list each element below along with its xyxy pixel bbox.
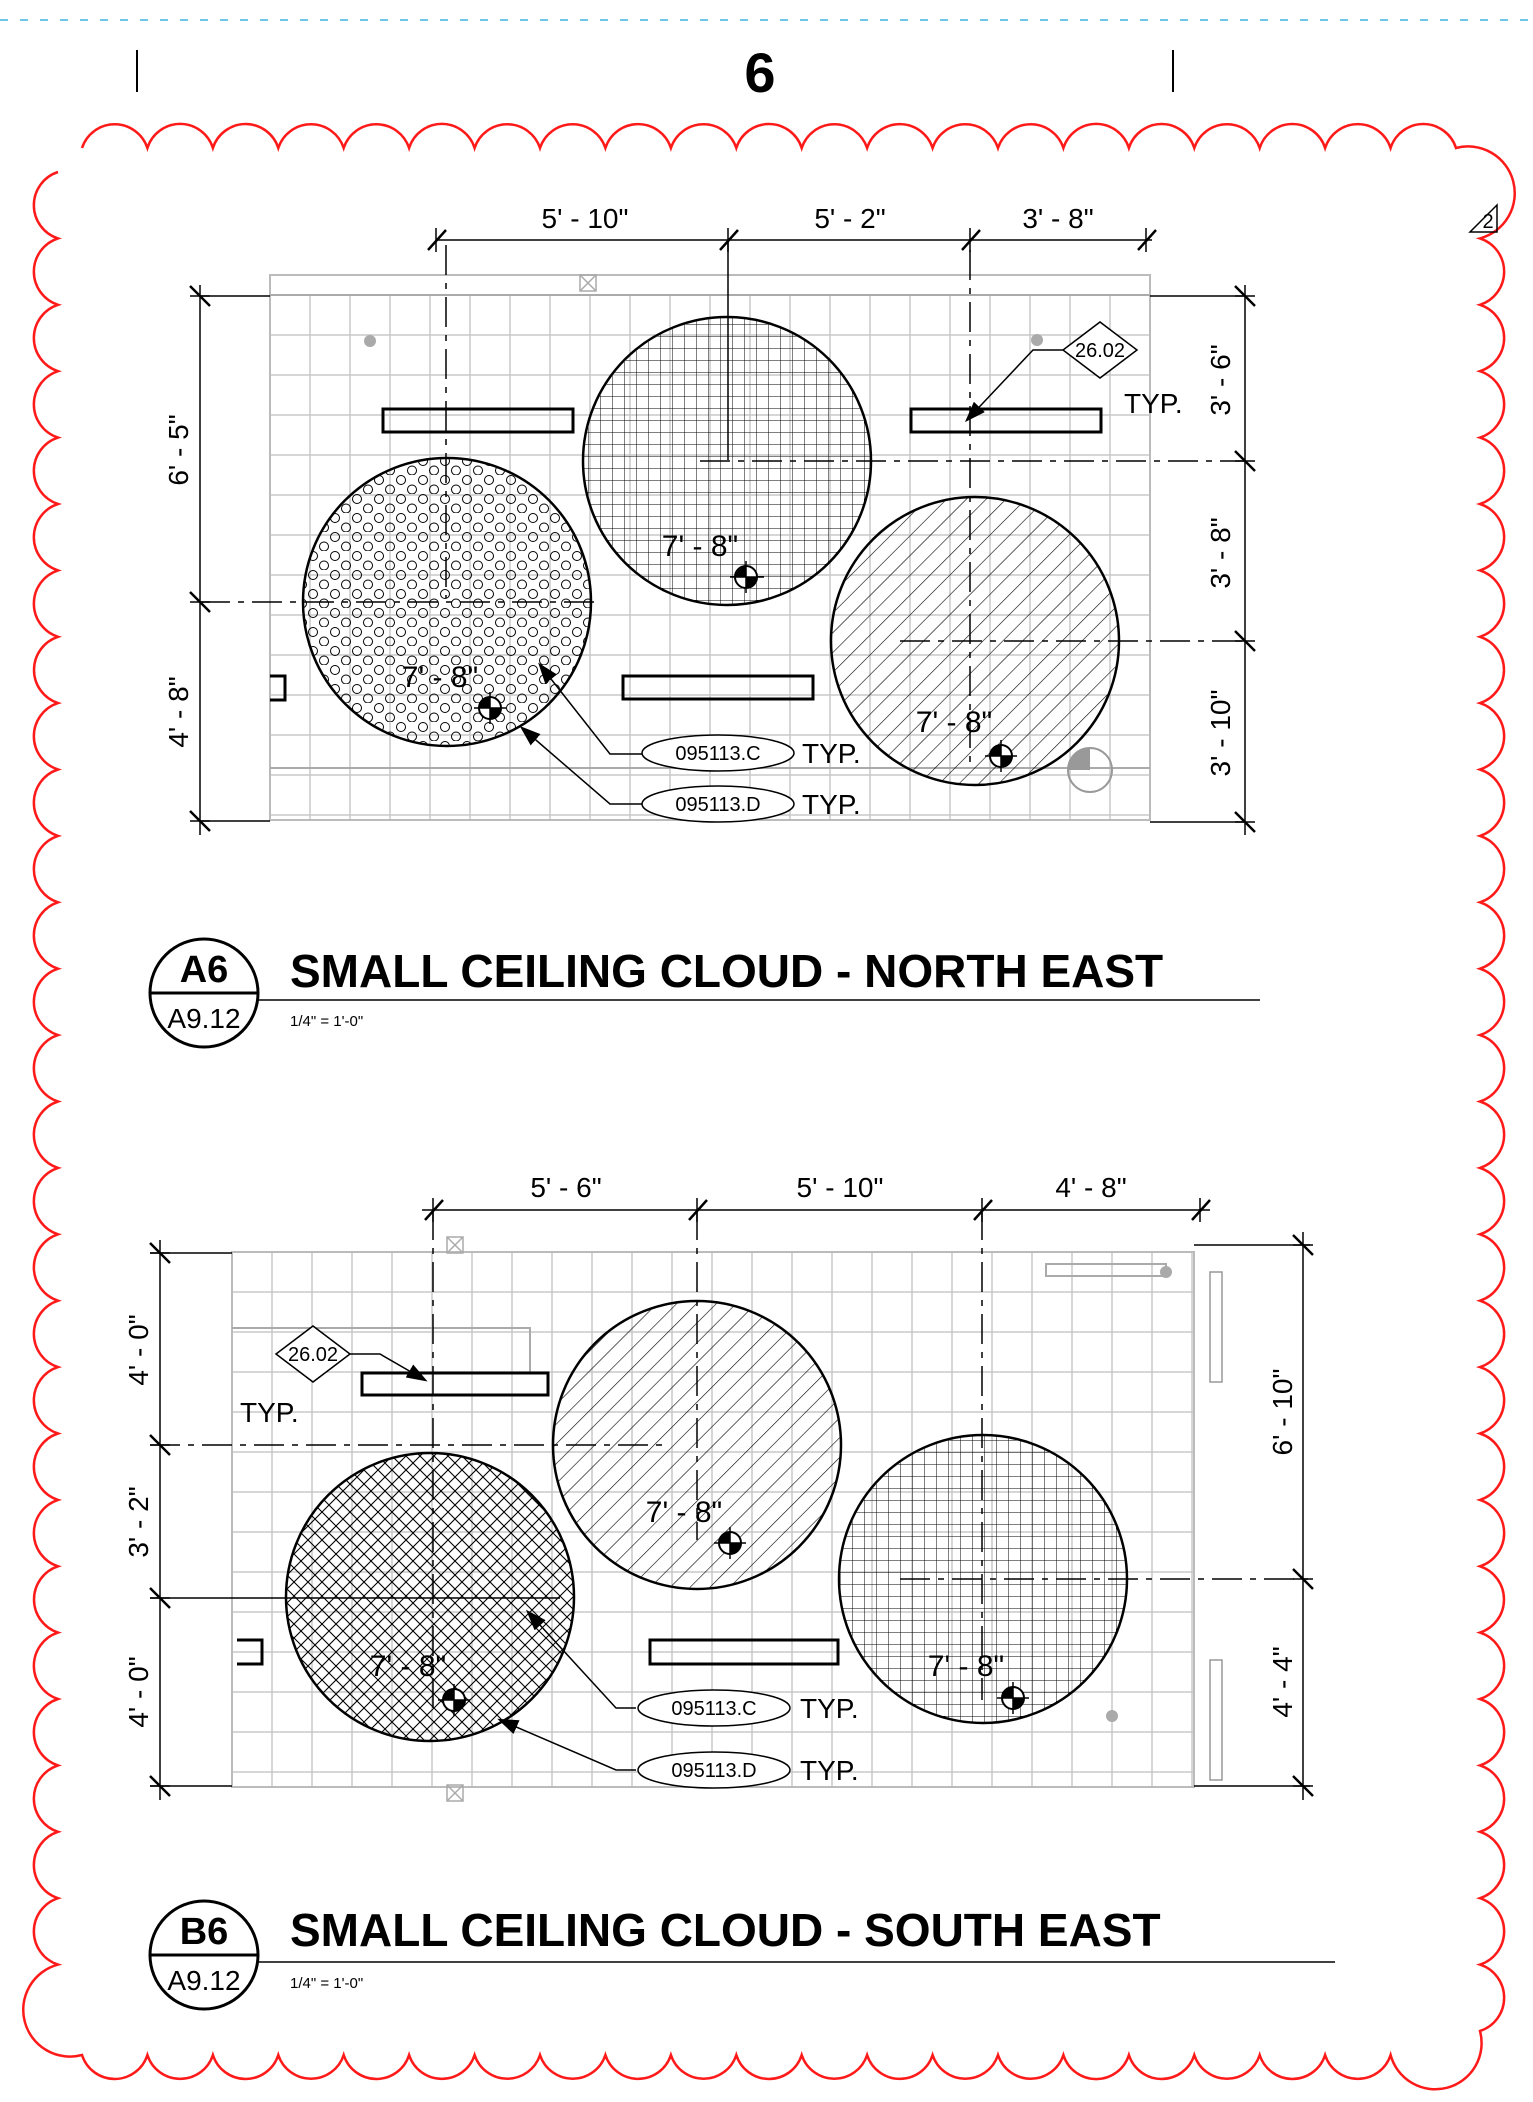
svg-text:2: 2: [1482, 211, 1493, 233]
dimension-label: 6' - 5": [163, 414, 194, 485]
typ-label: TYP.: [802, 789, 861, 820]
dimension-label: 5' - 2": [814, 203, 885, 234]
typ-label: TYP.: [802, 738, 861, 769]
light-fixture: [648, 1638, 840, 1666]
diffuser-icon: [579, 274, 597, 292]
speaker-icon: [1067, 747, 1113, 793]
svg-text:A9.12: A9.12: [167, 1003, 240, 1034]
sprinkler-icon: [1160, 1266, 1172, 1278]
keynote-diamond-icon: [274, 1325, 428, 1383]
typ-label: TYP.: [1124, 388, 1183, 419]
dimension-label: 4' - 8": [163, 676, 194, 747]
sprinkler-icon: [1031, 334, 1043, 346]
light-fixture: [621, 674, 815, 701]
dimension-label: 3' - 6": [1205, 344, 1236, 415]
elevation-label: 7' - 8": [402, 661, 478, 694]
elevation-label: 7' - 8": [662, 530, 738, 563]
material-tag: 095113.D: [671, 1760, 756, 1782]
detail-title: SMALL CEILING CLOUD - SOUTH EAST: [290, 1904, 1161, 1956]
dimension-label: 3' - 2": [123, 1486, 154, 1557]
material-tag: 095113.D: [675, 794, 760, 816]
dimension-label: 4' - 4": [1267, 1646, 1298, 1717]
revision-cloud: [21, 122, 1517, 2091]
dimension-label: 4' - 0": [123, 1656, 154, 1727]
dimension-label: 3' - 8": [1205, 517, 1236, 588]
dimension-label: 4' - 8": [1055, 1172, 1126, 1203]
dimension-right-a6: [1234, 285, 1256, 835]
elevation-marker-icon: [438, 1684, 470, 1716]
dimension-label: 3' - 10": [1205, 690, 1236, 777]
elevation-marker-icon: [985, 740, 1017, 772]
typ-label: TYP.: [800, 1755, 859, 1786]
detail-scale: 1/4" = 1'-0": [290, 1975, 363, 1992]
detail-title: SMALL CEILING CLOUD - NORTH EAST: [290, 945, 1163, 997]
dimension-left-a6: [189, 285, 211, 835]
keynote-diamond-icon: [964, 321, 1139, 423]
elevation-label: 7' - 8": [370, 1650, 446, 1683]
svg-text:A6: A6: [180, 949, 229, 991]
material-tag-ellipse: [641, 785, 795, 823]
elevation-marker-icon: [714, 1527, 746, 1559]
sprinkler-icon: [1106, 1710, 1118, 1722]
material-tag: 095113.C: [675, 743, 760, 765]
dimension-label: 5' - 10": [797, 1172, 884, 1203]
light-fixture: [381, 407, 575, 434]
material-tag-ellipse: [637, 1751, 791, 1789]
detail-bubble-b6: B6 A9.12: [148, 1899, 260, 2011]
elevation-marker-icon: [474, 692, 506, 724]
dimension-right-b6: [1292, 1232, 1314, 1800]
keynote-label: 26.02: [1075, 340, 1125, 362]
sprinkler-icon: [364, 335, 376, 347]
svg-text:A9.12: A9.12: [167, 1965, 240, 1996]
detail-a6: 5' - 10" 5' - 2" 3' - 8" 6' - 5" 4' - 8"…: [148, 203, 1260, 1049]
dimension-top-b6: [422, 1198, 1211, 1222]
detail-b6: 5' - 6" 5' - 10" 4' - 8" 4' - 0" 3' - 2"…: [123, 1172, 1335, 2011]
elevation-label: 7' - 8": [916, 706, 992, 739]
light-fixture: [270, 674, 287, 702]
elevation-label: 7' - 8": [928, 1650, 1004, 1683]
typ-label: TYP.: [800, 1693, 859, 1724]
diffuser-icon: [446, 1236, 464, 1802]
light-fixture: [237, 1638, 264, 1666]
ceiling-cloud-crosshatch: [284, 1451, 576, 1743]
detail-scale: 1/4" = 1'-0": [290, 1013, 363, 1030]
svg-text:B6: B6: [180, 1911, 229, 1953]
elevation-marker-icon: [730, 561, 764, 593]
revision-delta: 2: [1468, 203, 1498, 233]
elevation-marker-icon: [997, 1682, 1029, 1714]
typ-label: TYP.: [240, 1397, 299, 1428]
dimension-label: 3' - 8": [1022, 203, 1093, 234]
sheet-number: 6: [744, 41, 775, 104]
dimension-label: 6' - 10": [1267, 1369, 1298, 1456]
dimension-left-b6: [149, 1240, 171, 1800]
dimension-top-a6: [427, 228, 1157, 252]
material-tag-ellipse: [641, 734, 795, 772]
light-fixture: [909, 407, 1103, 434]
elevation-label: 7' - 8": [646, 1496, 722, 1529]
dimension-label: 5' - 10": [542, 203, 629, 234]
keynote-label: 26.02: [288, 1344, 338, 1366]
detail-bubble-a6: A6 A9.12: [148, 937, 260, 1049]
dimension-label: 5' - 6": [530, 1172, 601, 1203]
dimension-label: 4' - 0": [123, 1314, 154, 1385]
material-tag: 095113.C: [671, 1698, 756, 1720]
material-tag-ellipse: [637, 1689, 791, 1727]
light-fixture: [360, 1371, 550, 1397]
